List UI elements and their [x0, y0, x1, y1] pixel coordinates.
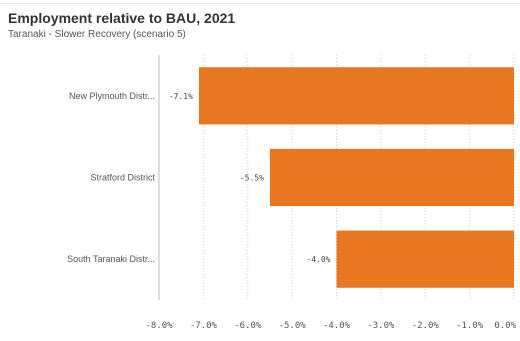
- x-tick-label: -8.0%: [145, 321, 173, 331]
- x-tick-label: -1.0%: [456, 321, 484, 331]
- x-tick-label: -2.0%: [412, 321, 440, 331]
- chart-title: Employment relative to BAU, 2021: [8, 10, 236, 26]
- category-label: New Plymouth Distr...: [69, 91, 155, 101]
- data-label: -7.1%: [169, 92, 193, 101]
- data-label: -5.5%: [240, 174, 264, 183]
- chart-subtitle: Taranaki - Slower Recovery (scenario 5): [8, 29, 186, 40]
- x-tick-label: -7.0%: [190, 321, 218, 331]
- x-tick-label: -6.0%: [234, 321, 262, 331]
- category-label: South Taranaki Distr...: [67, 254, 155, 264]
- category-label: Stratford District: [90, 173, 155, 183]
- x-tick-label: 0.0%: [494, 321, 516, 331]
- x-tick-label: -4.0%: [323, 321, 351, 331]
- data-label: -4.0%: [306, 255, 330, 264]
- bar[interactable]: [198, 67, 514, 125]
- bar[interactable]: [336, 230, 515, 288]
- bar[interactable]: [269, 148, 514, 207]
- x-tick-label: -3.0%: [367, 321, 395, 331]
- x-tick-label: -5.0%: [279, 321, 307, 331]
- top-divider: [0, 3, 520, 4]
